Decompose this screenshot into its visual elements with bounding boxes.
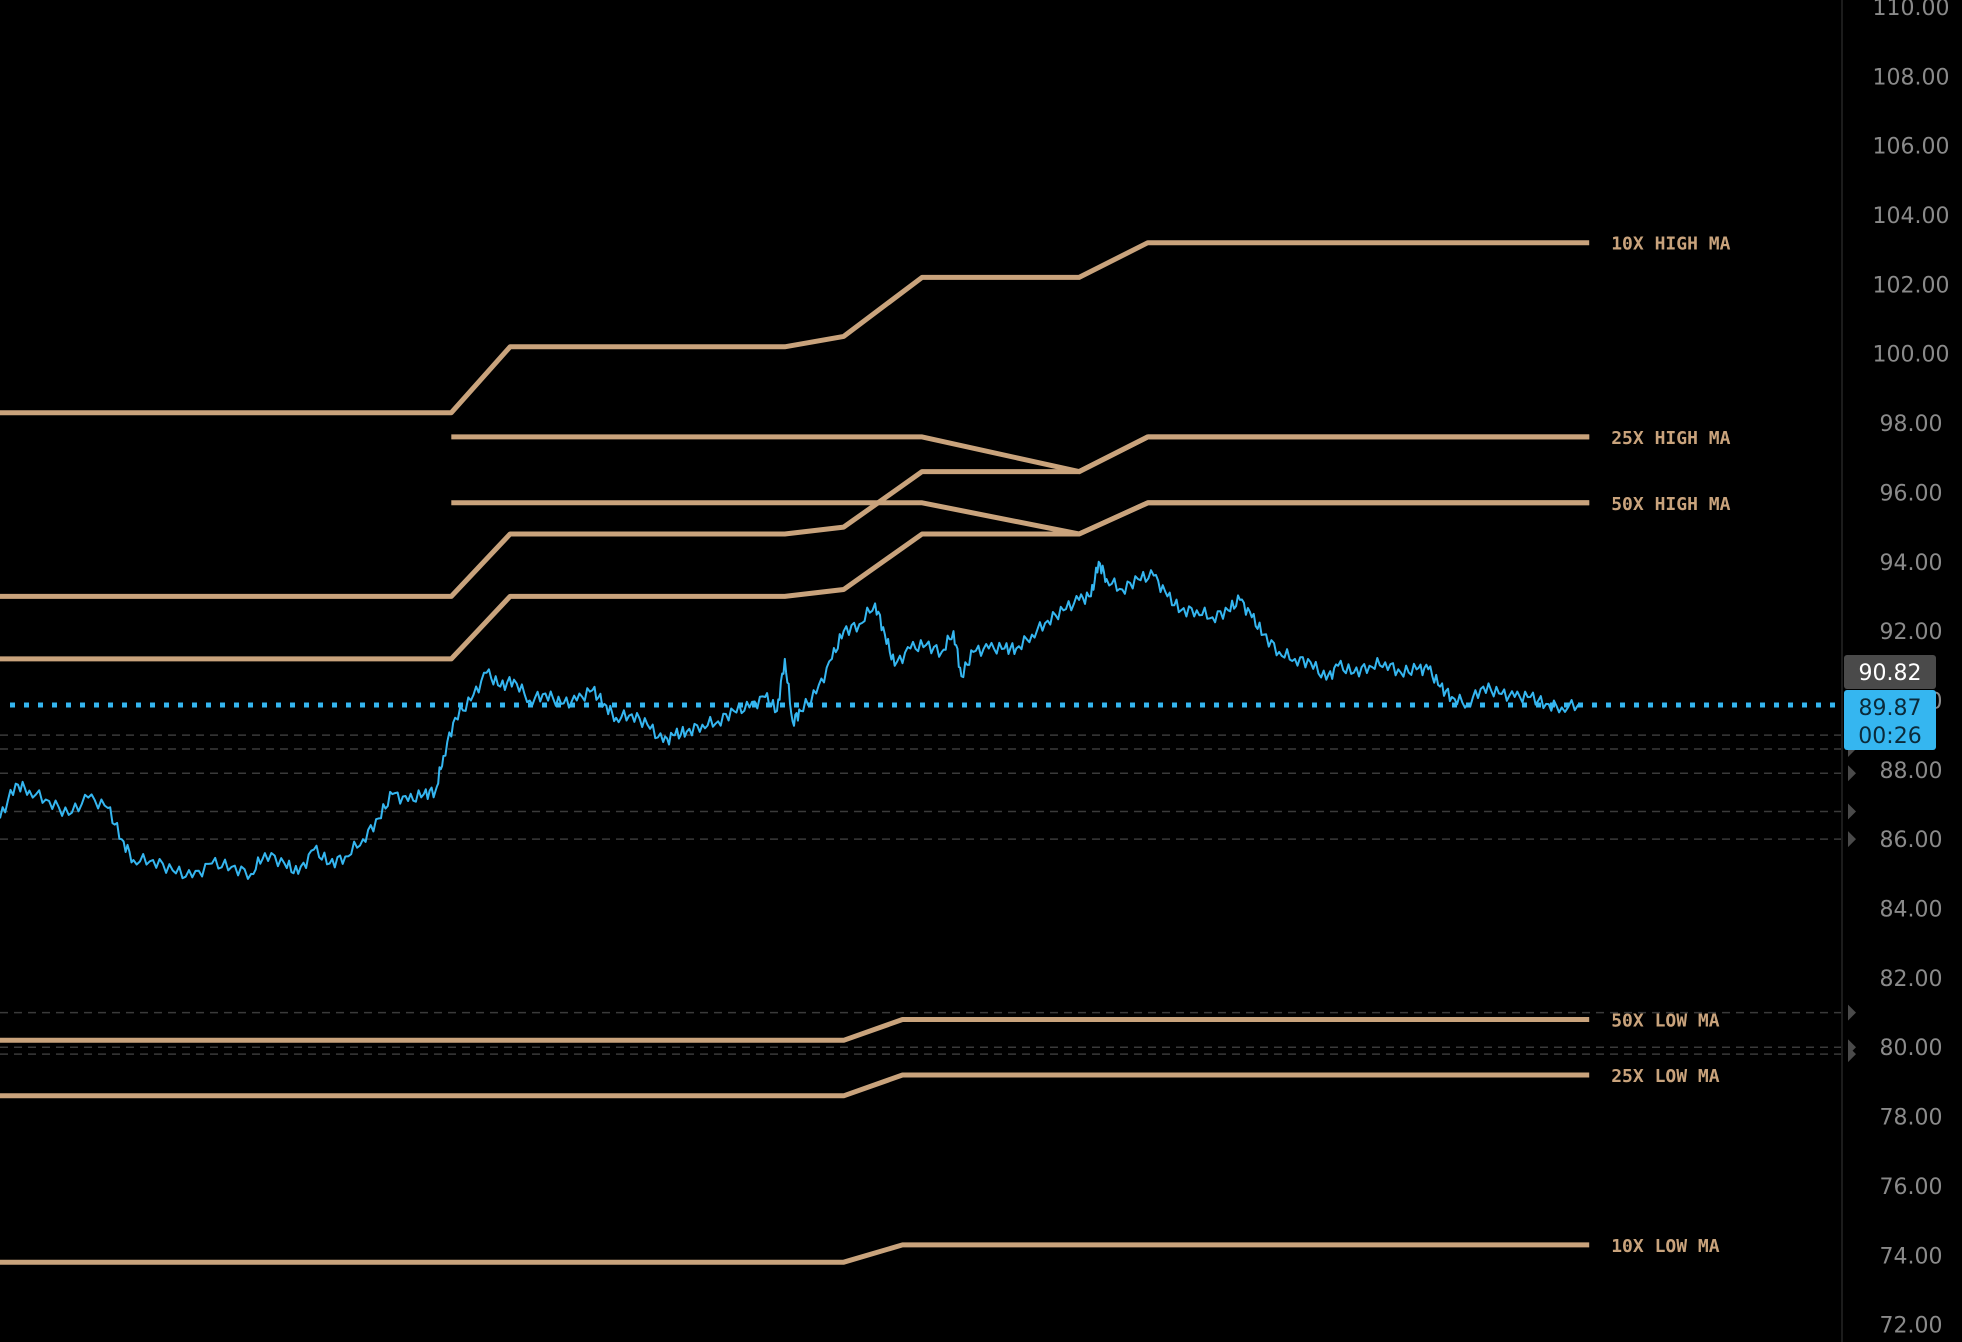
ma-line-0	[0, 240, 1590, 416]
y-tick-label: 76.00	[1880, 1175, 1943, 1200]
last-price-label: 89.87	[1859, 696, 1922, 721]
ma-label-5: 50X LOW MA	[1611, 1011, 1720, 1032]
ma-label-7: 10X LOW MA	[1611, 1236, 1720, 1257]
y-tick-label: 88.00	[1880, 759, 1943, 784]
y-tick-label: 106.00	[1873, 135, 1950, 160]
ma-label-6: 25X LOW MA	[1611, 1066, 1720, 1087]
y-tick-label: 100.00	[1873, 343, 1950, 368]
level-marker-4	[1848, 831, 1856, 848]
ma-line-6	[0, 1072, 1590, 1099]
y-tick-label: 108.00	[1873, 65, 1950, 90]
ma-label-2: 50X HIGH MA	[1611, 494, 1730, 515]
level-marker-3	[1848, 803, 1856, 820]
y-tick-label: 80.00	[1880, 1036, 1943, 1061]
ma-labels: 10X HIGH MA 25X HIGH MA 50X HIGH MA 50X LOW…	[1611, 234, 1730, 1257]
ma-line-5	[0, 1017, 1590, 1043]
ma-line-3	[0, 434, 1590, 599]
ma-label-1: 25X HIGH MA	[1611, 428, 1730, 449]
y-tick-label: 74.00	[1880, 1244, 1943, 1269]
y-tick-label: 98.00	[1880, 412, 1943, 437]
price-series	[0, 560, 1582, 880]
y-tick-label: 102.00	[1873, 273, 1950, 298]
y-tick-label: 96.00	[1880, 481, 1943, 506]
y-tick-label: 72.00	[1880, 1314, 1943, 1339]
y-tick-label: 78.00	[1880, 1106, 1943, 1131]
marker-price-label: 90.82	[1859, 661, 1922, 686]
ma-label-0: 10X HIGH MA	[1611, 234, 1730, 255]
price-badges: 90.82 89.87 00:26	[1844, 655, 1936, 750]
level-marker-7	[1848, 1046, 1856, 1063]
price-axis[interactable]: 110.00 108.00 106.00 104.00 102.00 100.00 98.0…	[1873, 0, 1950, 1339]
last-price-box	[1844, 689, 1936, 750]
y-tick-label: 82.00	[1880, 967, 1943, 992]
y-tick-label: 110.00	[1873, 0, 1950, 21]
y-tick-label: 84.00	[1880, 898, 1943, 923]
ma-lines	[0, 240, 1590, 1265]
level-marker-2	[1848, 765, 1856, 782]
marker-price-box	[1844, 655, 1936, 690]
y-tick-label: 86.00	[1880, 828, 1943, 853]
ma-line-7	[0, 1242, 1590, 1265]
level-marker-5	[1848, 1004, 1856, 1021]
y-tick-label: 92.00	[1880, 620, 1943, 645]
y-tick-label: 94.00	[1880, 551, 1943, 576]
countdown-label: 00:26	[1858, 724, 1921, 749]
y-tick-label: 104.00	[1873, 204, 1950, 229]
price-line-0	[0, 560, 1582, 880]
ma-line-4	[0, 500, 1590, 662]
